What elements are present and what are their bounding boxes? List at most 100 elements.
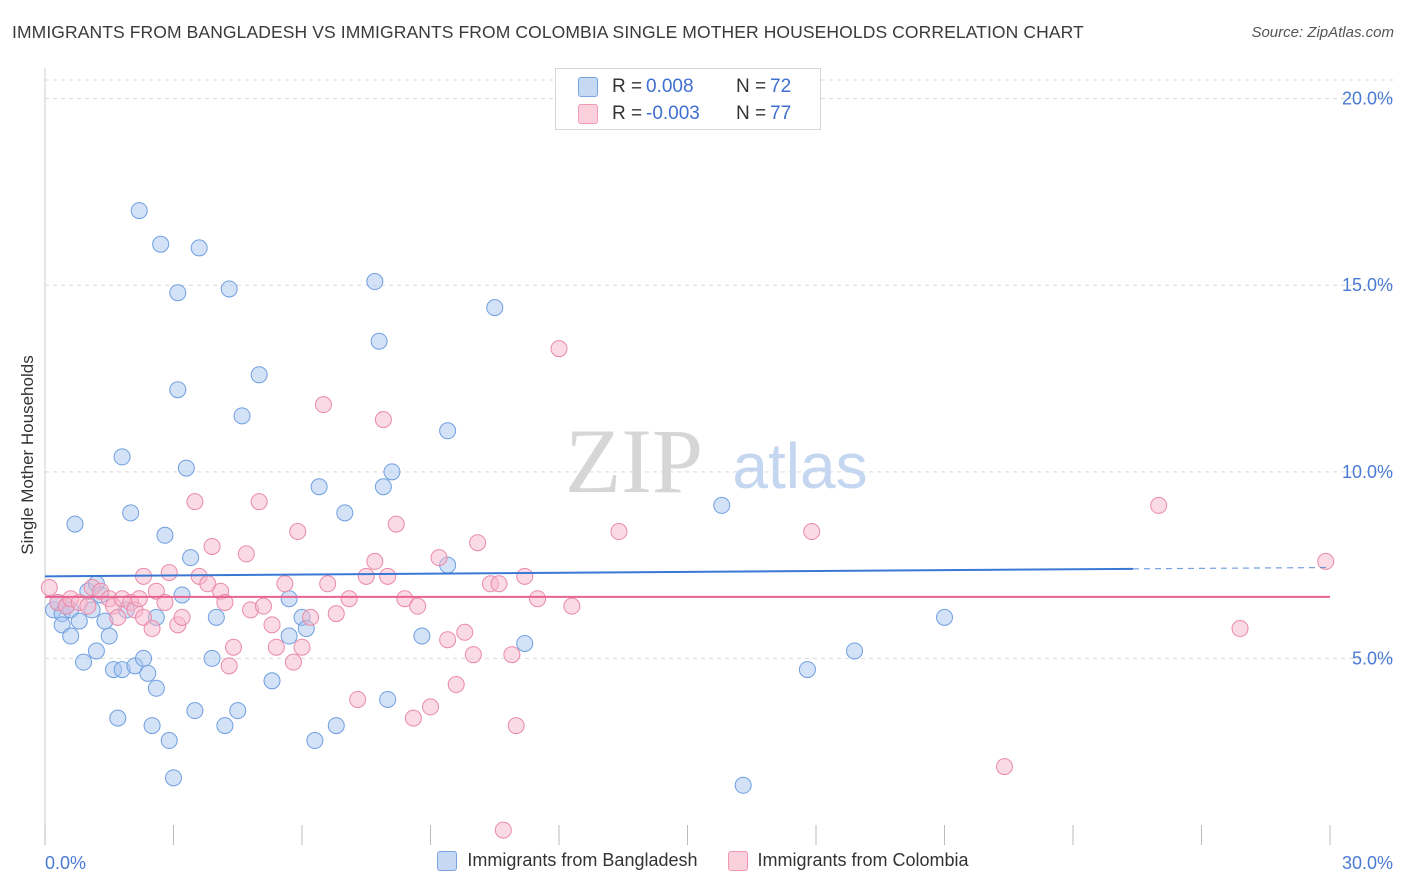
point-colombia (516, 567, 534, 585)
point-colombia (319, 575, 337, 593)
legend-n-value: 72 (770, 76, 792, 97)
legend-r-value: -0.003 (646, 103, 700, 124)
point-bangladesh (100, 627, 118, 645)
legend-r-label: R = (612, 103, 643, 124)
point-bangladesh (160, 732, 178, 750)
legend-label-bangladesh: Immigrants from Bangladesh (467, 850, 698, 870)
point-bangladesh (336, 504, 354, 522)
legend-r-value: 0.008 (646, 76, 694, 97)
point-colombia (430, 549, 448, 567)
legend-row-bangladesh: R = 0.008 N = 72 (578, 74, 791, 100)
point-colombia (220, 657, 238, 675)
point-colombia (422, 698, 439, 716)
point-bangladesh (439, 422, 457, 440)
point-bangladesh (190, 239, 208, 257)
point-colombia (203, 537, 221, 555)
point-colombia (387, 515, 405, 533)
point-bangladesh (75, 653, 93, 671)
point-bangladesh (169, 284, 187, 302)
y-tick-label: 15.0% (1342, 275, 1393, 295)
point-colombia (610, 523, 628, 541)
point-bangladesh (280, 590, 298, 608)
point-bangladesh (306, 732, 324, 750)
point-bangladesh (109, 709, 127, 727)
point-colombia (379, 567, 397, 585)
point-bangladesh (113, 448, 131, 466)
watermark-zip: ZIP (565, 410, 703, 512)
point-colombia (79, 597, 97, 615)
point-colombia (186, 493, 204, 511)
point-bangladesh (229, 702, 247, 720)
point-colombia (173, 608, 191, 626)
point-colombia (494, 821, 512, 839)
point-bangladesh (143, 717, 161, 735)
point-colombia (507, 717, 525, 735)
x-tick-label: 30.0% (1342, 853, 1393, 873)
point-bangladesh (250, 366, 268, 384)
point-bangladesh (486, 299, 504, 317)
point-bangladesh (177, 459, 195, 477)
legend-n-label: N = (736, 76, 767, 97)
point-colombia (130, 590, 148, 608)
point-bangladesh (370, 332, 388, 350)
point-colombia (263, 616, 281, 634)
axes (44, 68, 1331, 845)
point-bangladesh (156, 526, 174, 544)
point-bangladesh (173, 586, 191, 604)
point-colombia (156, 593, 174, 611)
point-colombia (143, 620, 161, 638)
point-colombia (109, 608, 127, 626)
point-colombia (995, 758, 1013, 776)
point-colombia (254, 597, 272, 615)
chart-title: IMMIGRANTS FROM BANGLADESH VS IMMIGRANTS… (12, 22, 1084, 42)
point-bangladesh (374, 478, 392, 496)
point-bangladesh (135, 649, 153, 667)
point-bangladesh (203, 649, 221, 667)
point-colombia (289, 523, 307, 541)
point-colombia (267, 638, 285, 656)
point-bangladesh (53, 616, 71, 634)
source-label: Source: ZipAtlas.com (1251, 24, 1394, 41)
point-bangladesh (734, 776, 752, 794)
legend-swatch-bangladesh (437, 850, 458, 871)
point-colombia (302, 608, 320, 626)
point-colombia (216, 593, 234, 611)
point-colombia (469, 534, 487, 552)
point-colombia (250, 493, 268, 511)
data-points (40, 202, 1335, 839)
point-bangladesh (147, 679, 165, 697)
point-bangladesh (280, 627, 298, 645)
point-colombia (293, 638, 311, 656)
point-colombia (276, 575, 294, 593)
point-bangladesh (130, 202, 148, 220)
point-colombia (503, 646, 521, 664)
point-colombia (374, 411, 392, 429)
y-tick-label: 5.0% (1352, 648, 1393, 668)
correlation-legend: R = 0.008 N = 72 R = -0.003 N = 77 (555, 68, 821, 130)
point-colombia (1317, 552, 1335, 570)
point-bangladesh (379, 690, 397, 708)
point-colombia (237, 545, 255, 563)
point-bangladesh (169, 381, 187, 399)
point-bangladesh (139, 664, 157, 682)
point-bangladesh (846, 642, 864, 660)
point-colombia (439, 631, 457, 649)
point-bangladesh (207, 608, 225, 626)
point-colombia (447, 676, 465, 694)
watermark-atlas: atlas (732, 430, 867, 502)
legend-swatch-colombia (727, 850, 748, 871)
point-colombia (135, 608, 153, 626)
series-legend: Immigrants from Bangladesh Immigrants fr… (0, 850, 1406, 871)
y-tick-label: 20.0% (1342, 89, 1393, 109)
point-colombia (40, 579, 58, 597)
point-bangladesh (152, 235, 170, 253)
point-colombia (456, 623, 474, 641)
x-tick-label: 0.0% (45, 853, 86, 873)
point-bangladesh (798, 661, 816, 679)
point-colombia (464, 646, 482, 664)
point-colombia (349, 690, 367, 708)
legend-item-bangladesh: Immigrants from Bangladesh (437, 850, 698, 871)
point-colombia (366, 552, 384, 570)
point-colombia (396, 590, 414, 608)
y-tick-label: 10.0% (1342, 462, 1393, 482)
